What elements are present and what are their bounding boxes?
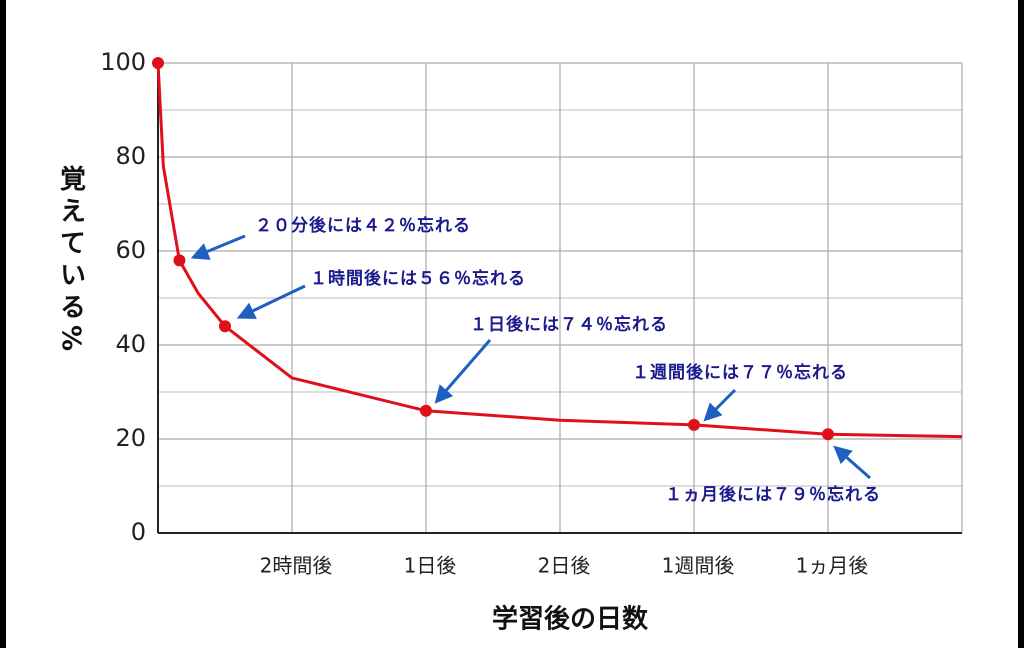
y-tick-label: 80 — [115, 142, 146, 170]
x-tick-label: 2日後 — [538, 554, 591, 578]
right-border — [1018, 0, 1024, 648]
point — [420, 404, 432, 417]
arrow — [236, 284, 306, 319]
grid — [157, 62, 963, 534]
x-tick-label: 2時間後 — [260, 554, 333, 578]
y-tick-label: 20 — [115, 424, 146, 452]
point — [152, 57, 164, 69]
y-tick-label: 40 — [115, 330, 146, 358]
plot — [152, 57, 963, 441]
x-tick-label: 1ヵ月後 — [796, 554, 869, 578]
x-axis-title: 学習後の日数 — [492, 604, 649, 635]
point — [219, 320, 231, 333]
arrow — [190, 234, 246, 260]
annotation: １ヵ月後には７９％忘れる — [665, 484, 881, 505]
y-axis-title: 覚えている% — [56, 165, 86, 357]
y-tick-label: 100 — [100, 48, 146, 76]
annotation: １日後には７４％忘れる — [470, 314, 668, 335]
annotation-arrows — [190, 234, 871, 480]
y-tick-label: 0 — [131, 518, 146, 546]
point — [688, 418, 700, 431]
annotation: １時間後には５６％忘れる — [310, 268, 526, 289]
arrow — [434, 339, 492, 404]
annotation: １週間後には７７％忘れる — [632, 362, 848, 383]
point — [822, 428, 834, 441]
x-tick-label: 1週間後 — [662, 554, 735, 578]
curve — [156, 62, 963, 439]
left-border — [0, 0, 6, 648]
y-tick-label: 60 — [115, 236, 146, 264]
annotation: ２０分後には４２％忘れる — [255, 215, 471, 236]
x-tick-label: 1日後 — [404, 554, 457, 578]
point — [173, 254, 186, 267]
arrow — [703, 388, 737, 422]
arrow — [833, 445, 871, 480]
